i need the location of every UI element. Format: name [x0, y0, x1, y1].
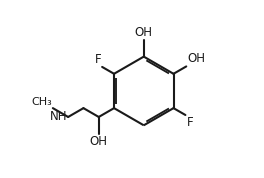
Text: OH: OH: [135, 26, 153, 39]
Text: CH₃: CH₃: [31, 97, 52, 107]
Text: F: F: [186, 116, 193, 129]
Text: NH: NH: [50, 111, 67, 124]
Text: OH: OH: [187, 53, 205, 66]
Text: F: F: [95, 53, 101, 66]
Text: OH: OH: [90, 135, 108, 148]
